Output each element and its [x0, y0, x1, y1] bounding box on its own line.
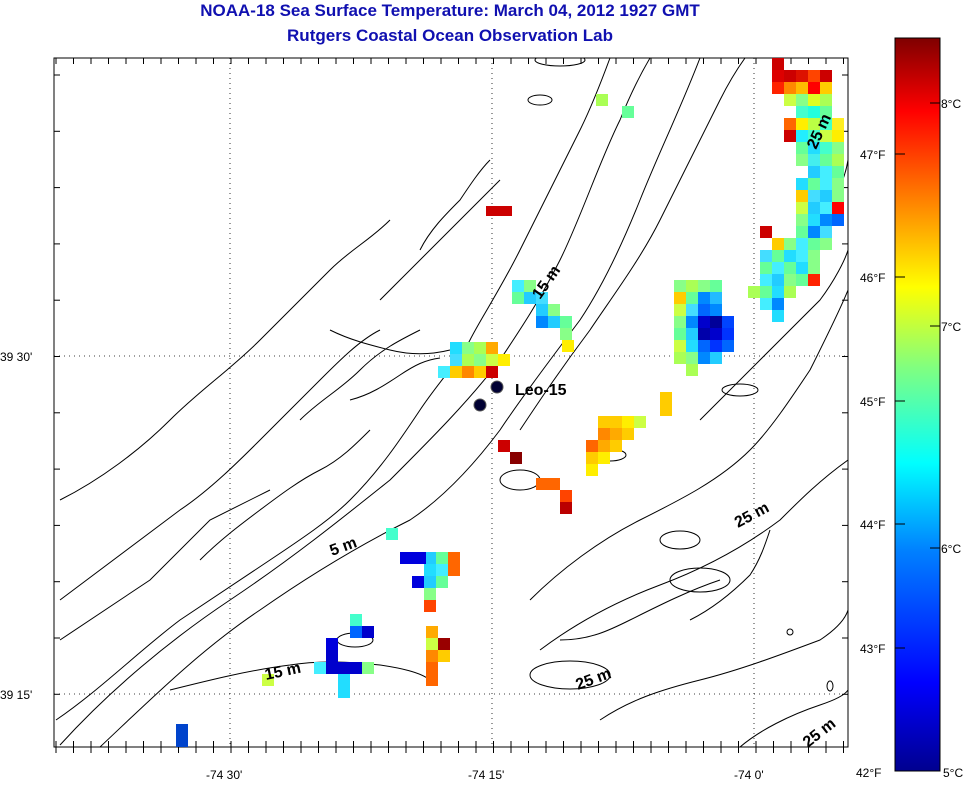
- colorbar-fahrenheit-label: 42°F: [856, 766, 881, 780]
- colorbar-celsius-label: 5°C: [943, 766, 963, 780]
- colorbar-fahrenheit-label: 47°F: [860, 148, 885, 162]
- x-axis-labels: -74 30' -74 15' -74 0': [206, 768, 764, 782]
- station-marker-south[interactable]: [473, 398, 487, 412]
- coastline-contours: [55, 58, 848, 747]
- frame-ticks: [54, 58, 848, 753]
- y-tick-label: 39 30': [0, 350, 32, 364]
- map-frame: [53, 57, 849, 748]
- colorbar-fahrenheit-label: 45°F: [860, 395, 885, 409]
- y-axis-labels: 39 30' 39 15': [0, 350, 32, 702]
- colorbar-fahrenheit-label: 44°F: [860, 518, 885, 532]
- station-label: Leo-15: [515, 382, 567, 399]
- x-tick-label: -74 15': [468, 768, 504, 782]
- colorbar-ticks: [895, 102, 940, 649]
- colorbar-gradient: [894, 37, 941, 772]
- x-tick-label: -74 30': [206, 768, 242, 782]
- map-title: NOAA-18 Sea Surface Temperature: March 0…: [200, 1, 700, 20]
- colorbar-celsius-label: 7°C: [941, 320, 961, 334]
- colorbar-fahrenheit-label: 46°F: [860, 271, 885, 285]
- colorbar: 8°C 7°C 6°C 5°C 47°F 46°F 45°F 44°F 43°F…: [856, 37, 963, 780]
- station-leo15[interactable]: Leo-15: [473, 380, 567, 412]
- map-subtitle: Rutgers Coastal Ocean Observation Lab: [287, 26, 613, 45]
- colorbar-celsius-label: 8°C: [941, 97, 961, 111]
- colorbar-celsius-label: 6°C: [941, 542, 961, 556]
- x-tick-label: -74 0': [734, 768, 764, 782]
- colorbar-fahrenheit-label: 43°F: [860, 642, 885, 656]
- station-marker-north[interactable]: [490, 380, 504, 394]
- sst-pixels: [176, 58, 844, 747]
- y-tick-label: 39 15': [0, 688, 32, 702]
